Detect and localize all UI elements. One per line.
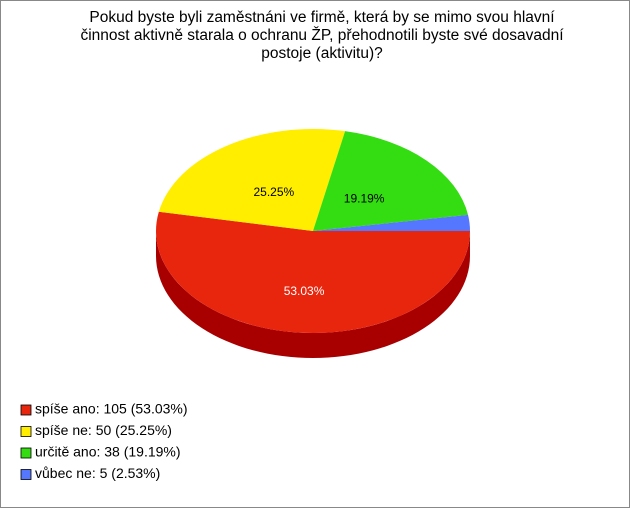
pie-side <box>156 231 470 358</box>
legend-swatch <box>20 404 32 416</box>
legend-label: spíše ano: 105 (53.03%) <box>35 401 188 417</box>
slice-label: 53.03% <box>284 284 325 298</box>
pie-slice <box>313 131 469 231</box>
legend-swatch <box>20 447 32 459</box>
legend-swatch <box>20 426 32 437</box>
pie-slice <box>313 214 470 231</box>
chart-title: Pokud byste byli zaměstnáni ve firmě, kt… <box>89 9 555 26</box>
slice-label: 25.25% <box>254 185 295 199</box>
chart-title: postoje (aktivitu)? <box>261 45 383 62</box>
slice-label: 19.19% <box>344 191 385 205</box>
legend-label: vůbec ne: 5 (2.53%) <box>35 465 160 481</box>
legend-label: určitě ano: 38 (19.19%) <box>35 444 181 460</box>
legend-label: spíše ne: 50 (25.25%) <box>35 422 172 438</box>
chart-title: činnost aktivně starala o ochranu ŽP, př… <box>80 27 564 44</box>
legend-swatch <box>20 469 32 480</box>
pie-slice <box>156 211 470 333</box>
pie-slice <box>158 129 346 231</box>
